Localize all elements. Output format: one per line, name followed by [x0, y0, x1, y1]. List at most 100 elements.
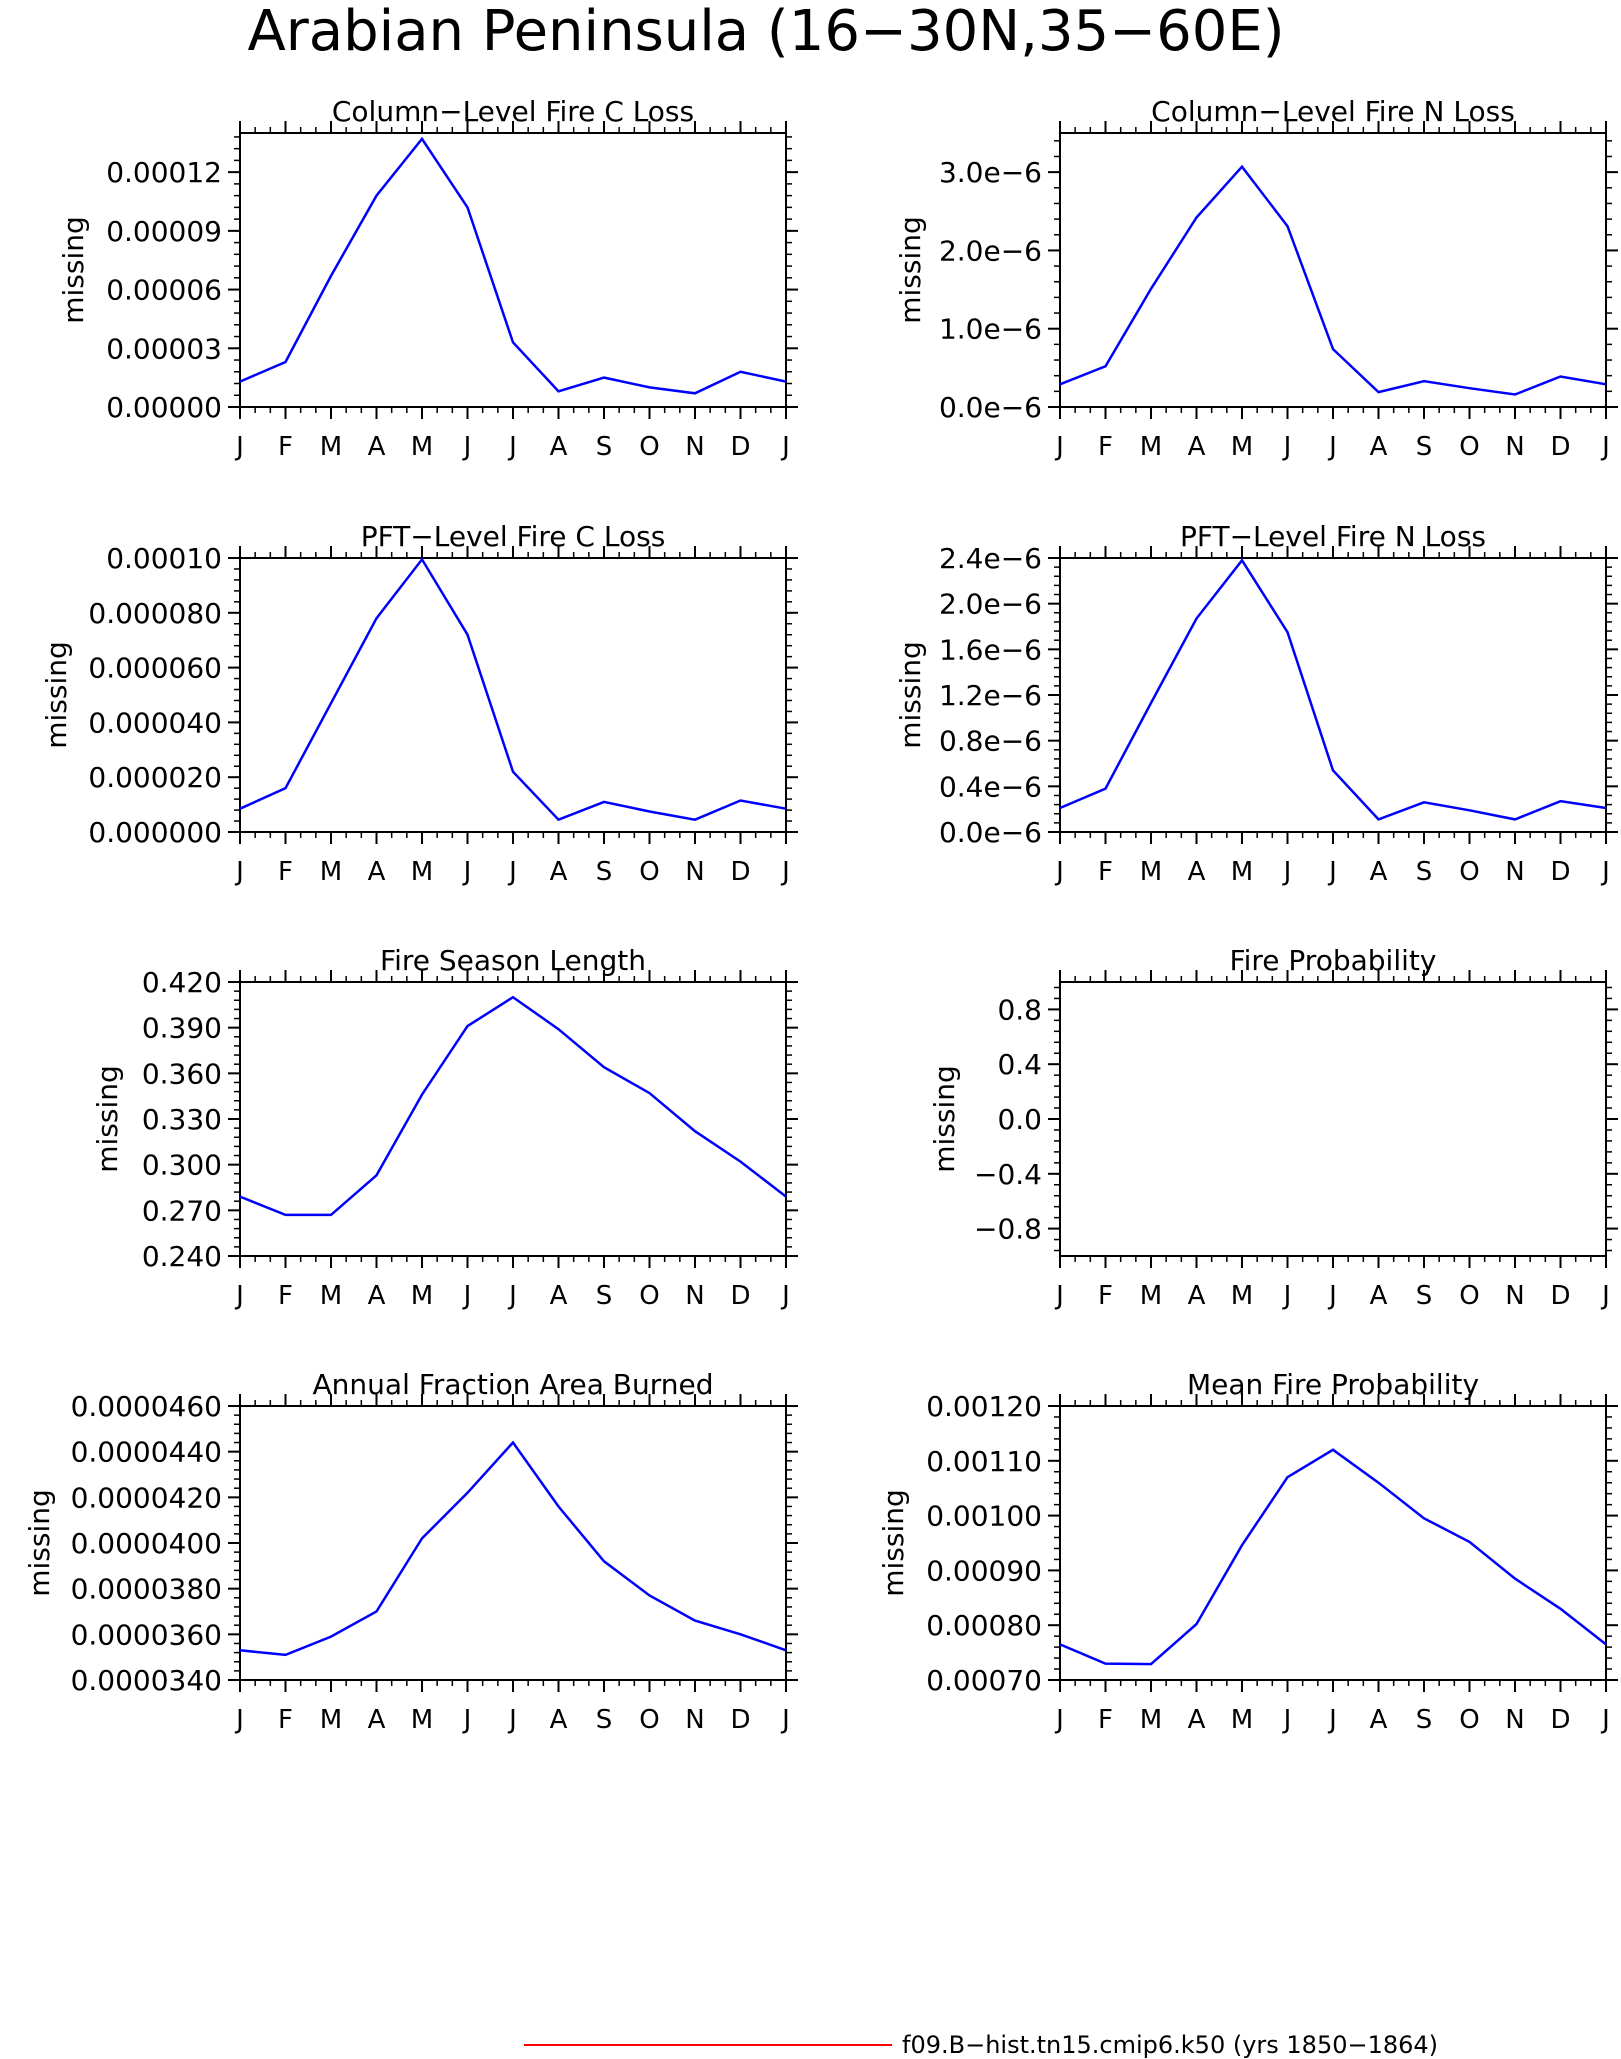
x-tick-label: M [320, 857, 342, 887]
x-tick-label: J [462, 1705, 472, 1735]
x-tick-label: A [550, 432, 568, 462]
x-tick-label: S [596, 1281, 613, 1311]
x-tick-label: S [1416, 857, 1433, 887]
x-tick-label: J [234, 1705, 244, 1735]
x-tick-label: M [1140, 857, 1162, 887]
x-tick-label: J [1327, 1705, 1337, 1735]
y-tick-label: 0.0e−6 [939, 816, 1042, 849]
x-tick-label: J [507, 432, 517, 462]
x-tick-label: A [1370, 1705, 1388, 1735]
x-tick-label: J [1600, 857, 1610, 887]
x-tick-label: M [320, 1705, 342, 1735]
y-tick-label: 0.0e−6 [939, 391, 1042, 424]
plot-frame [1059, 981, 1607, 1257]
series-line [1059, 164, 1607, 396]
x-tick-label: J [1054, 857, 1064, 887]
plot-frame [239, 557, 787, 833]
series-line [239, 1440, 787, 1657]
y-axis-label: missing [91, 1065, 124, 1173]
x-tick-label: J [507, 1705, 517, 1735]
x-tick-label: J [234, 857, 244, 887]
y-tick-label: 0.4 [997, 1048, 1042, 1081]
x-tick-label: O [639, 432, 659, 462]
x-tick-label: M [1231, 1705, 1253, 1735]
plot-frame [1059, 132, 1607, 408]
x-tick-label: J [507, 857, 517, 887]
panel-1: J F M A M J J A S O N D J0.000000.000030.000060.0000… [57, 95, 798, 462]
x-tick-label: O [639, 1281, 659, 1311]
y-axis-label: missing [894, 641, 927, 749]
y-tick-label: 0.00080 [926, 1609, 1042, 1642]
x-tick-label: J [1282, 1705, 1292, 1735]
x-tick-label: J [1054, 432, 1064, 462]
y-tick-label: −0.8 [974, 1213, 1042, 1246]
x-tick-label: A [1188, 1281, 1206, 1311]
y-tick-label: 0.0000440 [71, 1436, 222, 1469]
x-tick-label: J [1327, 1281, 1337, 1311]
x-tick-label: N [685, 1705, 704, 1735]
x-tick-label: D [1550, 432, 1570, 462]
x-tick-label: F [1098, 1705, 1113, 1735]
x-tick-label: D [1550, 1705, 1570, 1735]
y-tick-label: 0.000040 [88, 706, 222, 739]
x-tick-label: J [1282, 432, 1292, 462]
y-tick-label: 0.0000400 [71, 1527, 222, 1560]
x-tick-label: N [1505, 1705, 1524, 1735]
y-tick-label: 0.390 [142, 1012, 222, 1045]
x-tick-label: N [685, 432, 704, 462]
x-tick-label: M [411, 1281, 433, 1311]
x-tick-label: J [1054, 1281, 1064, 1311]
plot-frame [1059, 557, 1607, 833]
y-tick-label: 0.0000420 [71, 1481, 222, 1514]
y-tick-label: 0.8e−6 [939, 725, 1042, 758]
x-tick-label: D [730, 1705, 750, 1735]
y-tick-label: 0.0000380 [71, 1573, 222, 1606]
y-tick-label: 0.0000360 [71, 1618, 222, 1651]
y-tick-label: 0.420 [142, 966, 222, 999]
x-tick-label: M [1140, 432, 1162, 462]
x-tick-label: J [1282, 1281, 1292, 1311]
y-tick-label: 0.00100 [926, 1500, 1042, 1533]
x-tick-label: M [1231, 1281, 1253, 1311]
x-tick-label: J [780, 432, 790, 462]
x-tick-label: D [1550, 1281, 1570, 1311]
panel-title: Fire Probability [1230, 944, 1437, 977]
y-axis-label: missing [57, 216, 90, 324]
x-tick-label: A [368, 432, 386, 462]
x-tick-label: A [1188, 432, 1206, 462]
x-tick-label: F [1098, 432, 1113, 462]
x-tick-label: F [1098, 1281, 1113, 1311]
y-tick-label: −0.4 [974, 1158, 1042, 1191]
x-tick-label: J [780, 857, 790, 887]
panel-title: PFT−Level Fire N Loss [1180, 520, 1486, 553]
x-tick-label: M [320, 1281, 342, 1311]
x-tick-label: S [1416, 432, 1433, 462]
x-tick-label: M [411, 432, 433, 462]
x-tick-label: N [1505, 857, 1524, 887]
panel-8: J F M A M J J A S O N D J0.000700.000800.000900.0010… [877, 1368, 1618, 1735]
x-tick-label: M [411, 857, 433, 887]
y-tick-label: 0.0000460 [71, 1390, 222, 1423]
x-tick-label: J [234, 1281, 244, 1311]
x-tick-label: F [278, 432, 293, 462]
x-tick-label: D [730, 857, 750, 887]
x-tick-label: J [507, 1281, 517, 1311]
y-tick-label: 0.00006 [106, 274, 222, 307]
x-tick-label: A [368, 857, 386, 887]
x-tick-label: A [368, 1281, 386, 1311]
y-tick-label: 0.000020 [88, 761, 222, 794]
y-tick-label: 0.00000 [106, 391, 222, 424]
x-tick-label: N [1505, 432, 1524, 462]
x-tick-label: M [1140, 1705, 1162, 1735]
y-tick-label: 2.4e−6 [939, 542, 1042, 575]
y-tick-label: 0.270 [142, 1194, 222, 1227]
x-tick-label: J [1600, 432, 1610, 462]
plot-frame [239, 132, 787, 408]
panel-4: J F M A M J J A S O N D J0.0e−60.4e−60.8e−61.2e−61.6… [894, 520, 1618, 887]
series-line [239, 995, 787, 1217]
x-tick-label: O [1459, 1281, 1479, 1311]
x-tick-label: J [234, 432, 244, 462]
x-tick-label: M [1140, 1281, 1162, 1311]
